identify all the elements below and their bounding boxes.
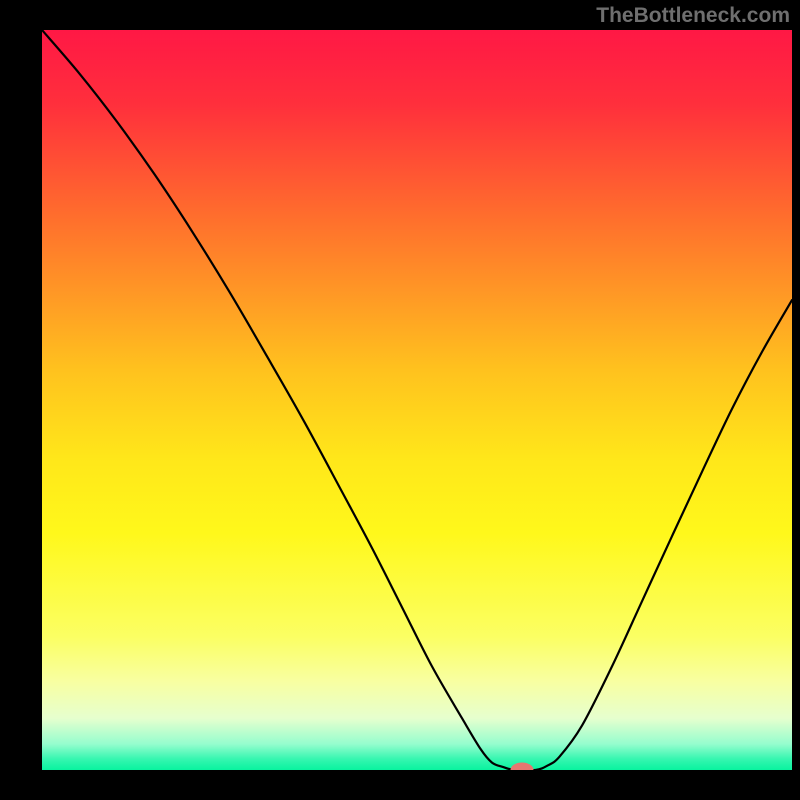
watermark-text: TheBottleneck.com [596,4,790,28]
curve-line [42,30,792,770]
bottleneck-curve [42,30,792,770]
chart-container: { "watermark": { "text": "TheBottleneck.… [0,0,800,800]
optimum-marker [511,763,533,770]
